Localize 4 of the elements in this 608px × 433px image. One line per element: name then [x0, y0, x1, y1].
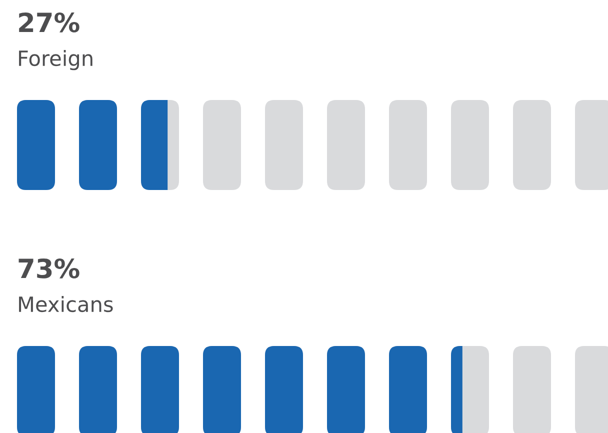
category-label: Foreign — [19, 50, 92, 70]
data-label: 73% — [18, 258, 80, 278]
data-label: 27% — [19, 12, 80, 32]
category-label: Mexicans — [19, 296, 113, 312]
